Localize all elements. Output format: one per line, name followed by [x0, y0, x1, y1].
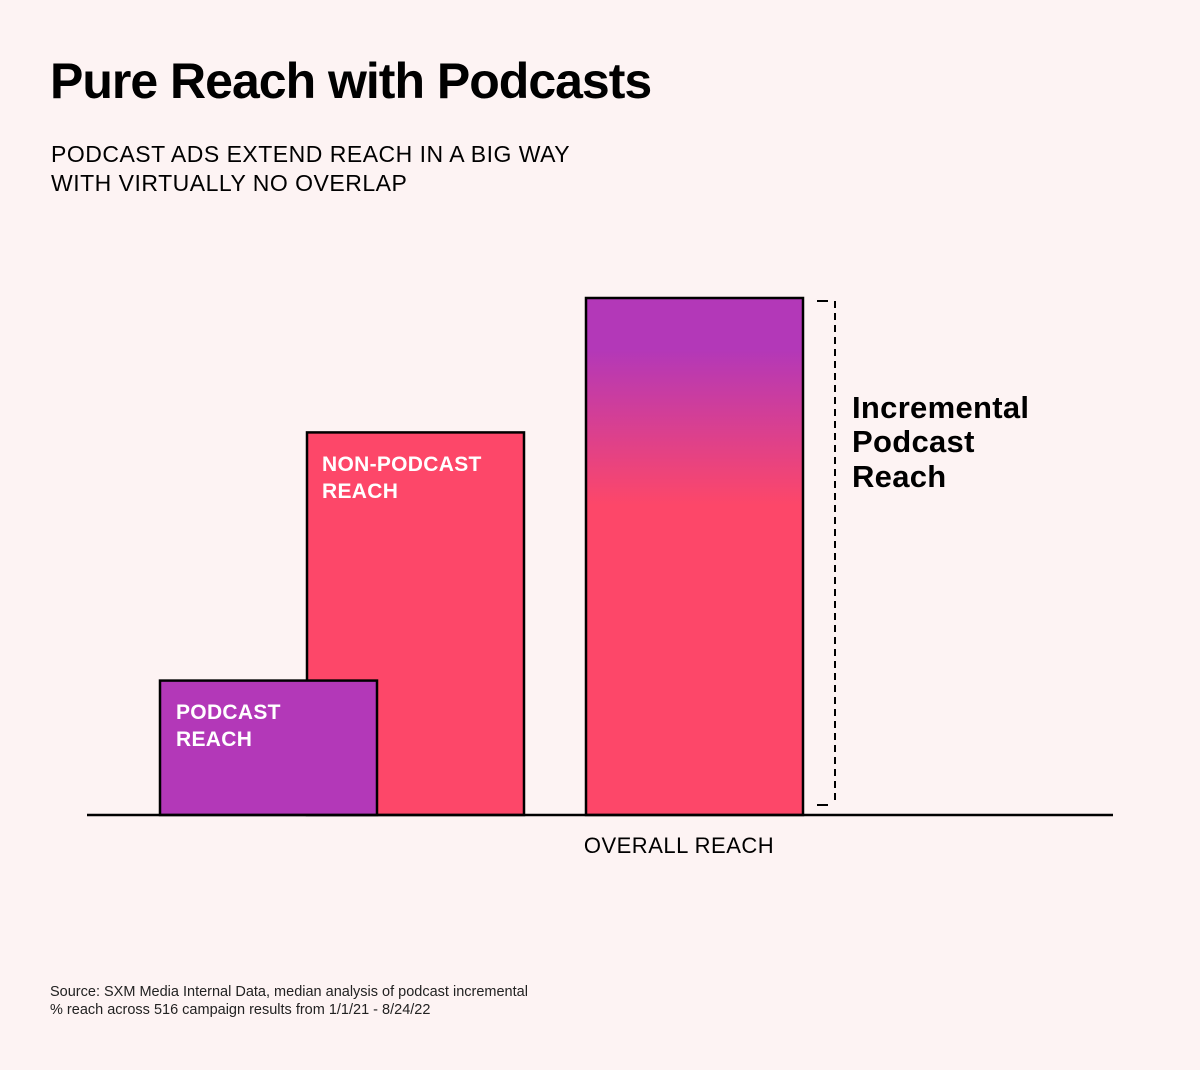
annotation-line-3: Reach	[852, 459, 947, 494]
chart-subtitle: PODCAST ADS EXTEND REACH IN A BIG WAY WI…	[51, 140, 570, 198]
bar-label-podcast-line-1: PODCAST	[176, 701, 281, 724]
bar-label-non-podcast-line-1: NON-PODCAST	[322, 453, 482, 476]
x-axis-label-overall-reach: OVERALL REACH	[584, 833, 774, 858]
source-line-1: Source: SXM Media Internal Data, median …	[50, 984, 528, 1000]
annotation-line-2: Podcast	[852, 424, 975, 459]
subtitle-line-2: WITH VIRTUALLY NO OVERLAP	[51, 170, 408, 196]
bar-label-podcast-line-2: REACH	[176, 728, 252, 751]
bar-overall-reach	[584, 296, 805, 817]
subtitle-line-1: PODCAST ADS EXTEND REACH IN A BIG WAY	[51, 141, 571, 167]
source-line-2: % reach across 516 campaign results from…	[50, 1002, 431, 1018]
bar-label-non-podcast-line-2: REACH	[322, 480, 398, 503]
chart-title: Pure Reach with Podcasts	[50, 53, 652, 109]
source-note: Source: SXM Media Internal Data, median …	[50, 983, 528, 1019]
annotation-line-1: Incremental	[852, 390, 1029, 425]
